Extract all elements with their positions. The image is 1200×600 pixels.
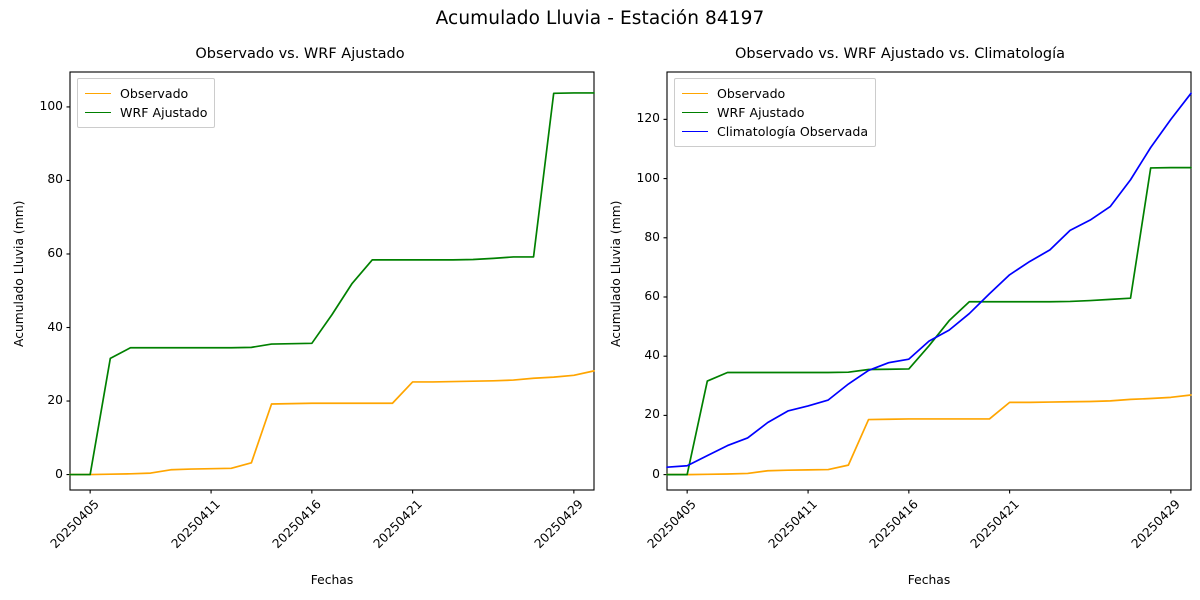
- subplot-right: Observado vs. WRF Ajustado vs. Climatolo…: [600, 0, 1200, 600]
- series-line-wrf-ajustado: [69, 92, 595, 476]
- legend-swatch-icon: [85, 93, 111, 94]
- ytick-label-right: 60: [644, 288, 660, 303]
- legend-left[interactable]: Observado WRF Ajustado: [77, 78, 216, 128]
- axes-left: [66, 71, 595, 494]
- series-line-observado: [69, 370, 595, 476]
- subplot-left: Observado vs. WRF Ajustado Acumulado Llu…: [12, 46, 595, 587]
- ytick-label-right: 120: [636, 111, 660, 126]
- ytick-label-left: 80: [47, 172, 63, 187]
- legend-item-observado[interactable]: Observado: [85, 84, 207, 103]
- legend-swatch-icon: [85, 112, 111, 113]
- ytick-label-right: 20: [644, 407, 660, 422]
- legend-right[interactable]: Observado WRF Ajustado Climatología Observ…: [674, 78, 877, 147]
- axis-label-x-left: Fechas: [310, 573, 354, 587]
- legend-item-label: Climatología Observada: [717, 124, 869, 139]
- ytick-label-left: 60: [47, 245, 63, 260]
- legend-item-label: WRF Ajustado: [717, 105, 805, 120]
- series-line-wrf-ajustado: [666, 166, 1192, 476]
- legend-item-wrf-ajustado[interactable]: WRF Ajustado: [682, 103, 868, 122]
- axis-label-y-right: Acumulado Lluvia (mm): [609, 200, 623, 347]
- series-line-climatolog-a-observada: [666, 92, 1192, 469]
- figure-suptitle: Acumulado Lluvia - Estación 84197: [435, 8, 765, 29]
- legend-item-climatolog-a-observada[interactable]: Climatología Observada: [682, 122, 868, 141]
- legend-item-label: WRF Ajustado: [120, 105, 208, 120]
- legend-swatch-icon: [682, 112, 708, 113]
- legend-swatch-icon: [682, 131, 708, 132]
- ytick-label-right: 0: [652, 466, 660, 481]
- legend-item-observado[interactable]: Observado: [682, 84, 868, 103]
- ytick-label-right: 100: [636, 170, 660, 185]
- series-line-observado: [666, 394, 1192, 476]
- legend-item-wrf-ajustado[interactable]: WRF Ajustado: [85, 103, 207, 122]
- axis-label-x-right: Fechas: [907, 573, 951, 587]
- subplot-left-title: Observado vs. WRF Ajustado: [195, 46, 405, 62]
- ytick-label-left: 100: [39, 98, 63, 113]
- ytick-label-left: 40: [47, 319, 63, 334]
- ytick-label-left: 0: [55, 466, 63, 481]
- ytick-label-right: 40: [644, 348, 660, 363]
- legend-item-label: Observado: [120, 86, 189, 101]
- legend-swatch-icon: [682, 93, 708, 94]
- subplot-right-title: Observado vs. WRF Ajustado vs. Climatolo…: [735, 46, 1065, 62]
- ytick-label-left: 20: [47, 393, 63, 408]
- axes-right: [663, 71, 1192, 494]
- ytick-label-right: 80: [644, 229, 660, 244]
- legend-item-label: Observado: [717, 86, 786, 101]
